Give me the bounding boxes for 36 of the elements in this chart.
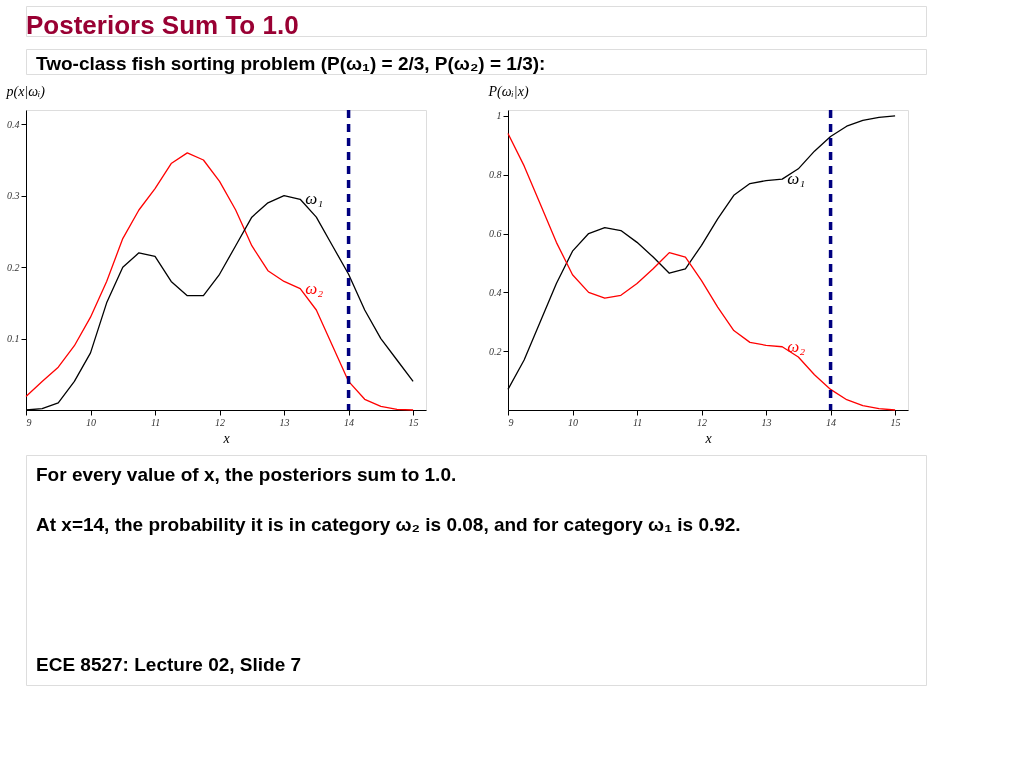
text: For every value of x, the posteriors sum to 1.0. — [36, 464, 457, 485]
y-tick-label: 0.2 — [7, 261, 20, 273]
y-axis-title: p(x|ωᵢ) — [5, 83, 46, 100]
chart-title: Posteriors Sum To 1.0 — [26, 10, 299, 40]
x-tick-label: 9 — [508, 416, 514, 428]
x-tick-label: 10 — [568, 416, 579, 428]
x-tick-label: 12 — [697, 416, 708, 428]
text: ECE 8527: Lecture 02, Slide 7 — [36, 654, 302, 675]
series-label: ω₁ — [305, 189, 324, 209]
x-tick-label: 12 — [215, 416, 226, 428]
x-tick-label: 11 — [150, 416, 161, 428]
x-tick-label: 11 — [632, 416, 643, 428]
x-tick-label: 15 — [408, 416, 419, 428]
series-label: ω₁ — [787, 169, 806, 189]
series-label: ω₂ — [787, 336, 806, 356]
y-tick-label: 0.4 — [7, 118, 20, 130]
y-tick-label: 0.2 — [489, 345, 502, 357]
y-tick-label: 0.6 — [489, 228, 502, 240]
y-tick-label: 0.4 — [489, 286, 502, 298]
y-tick-label: 0.3 — [7, 190, 20, 202]
y-tick-label: 0.1 — [7, 333, 20, 345]
y-tick-label: 1 — [496, 110, 502, 122]
x-tick-label: 13 — [761, 416, 772, 428]
text: At x=14, the probability it is in category ω₂ is 0.08, and for category ω₁ is 0.92. — [36, 514, 741, 535]
y-axis-title: P(ωᵢ|x) — [487, 83, 529, 100]
x-tick-label: 9 — [26, 416, 32, 428]
series-label: ω₂ — [305, 278, 324, 298]
chart-subtitle: Two-class fish sorting problem (P(ω₁) = 2/3, P(ω₂) = 1/3): — [36, 53, 546, 74]
x-axis-title: x — [222, 430, 231, 446]
x-tick-label: 10 — [86, 416, 97, 428]
y-tick-label: 0.8 — [489, 169, 502, 181]
x-axis-title: x — [704, 430, 713, 446]
x-tick-label: 14 — [344, 416, 355, 428]
x-tick-label: 13 — [279, 416, 290, 428]
x-tick-label: 15 — [890, 416, 901, 428]
x-tick-label: 14 — [826, 416, 837, 428]
